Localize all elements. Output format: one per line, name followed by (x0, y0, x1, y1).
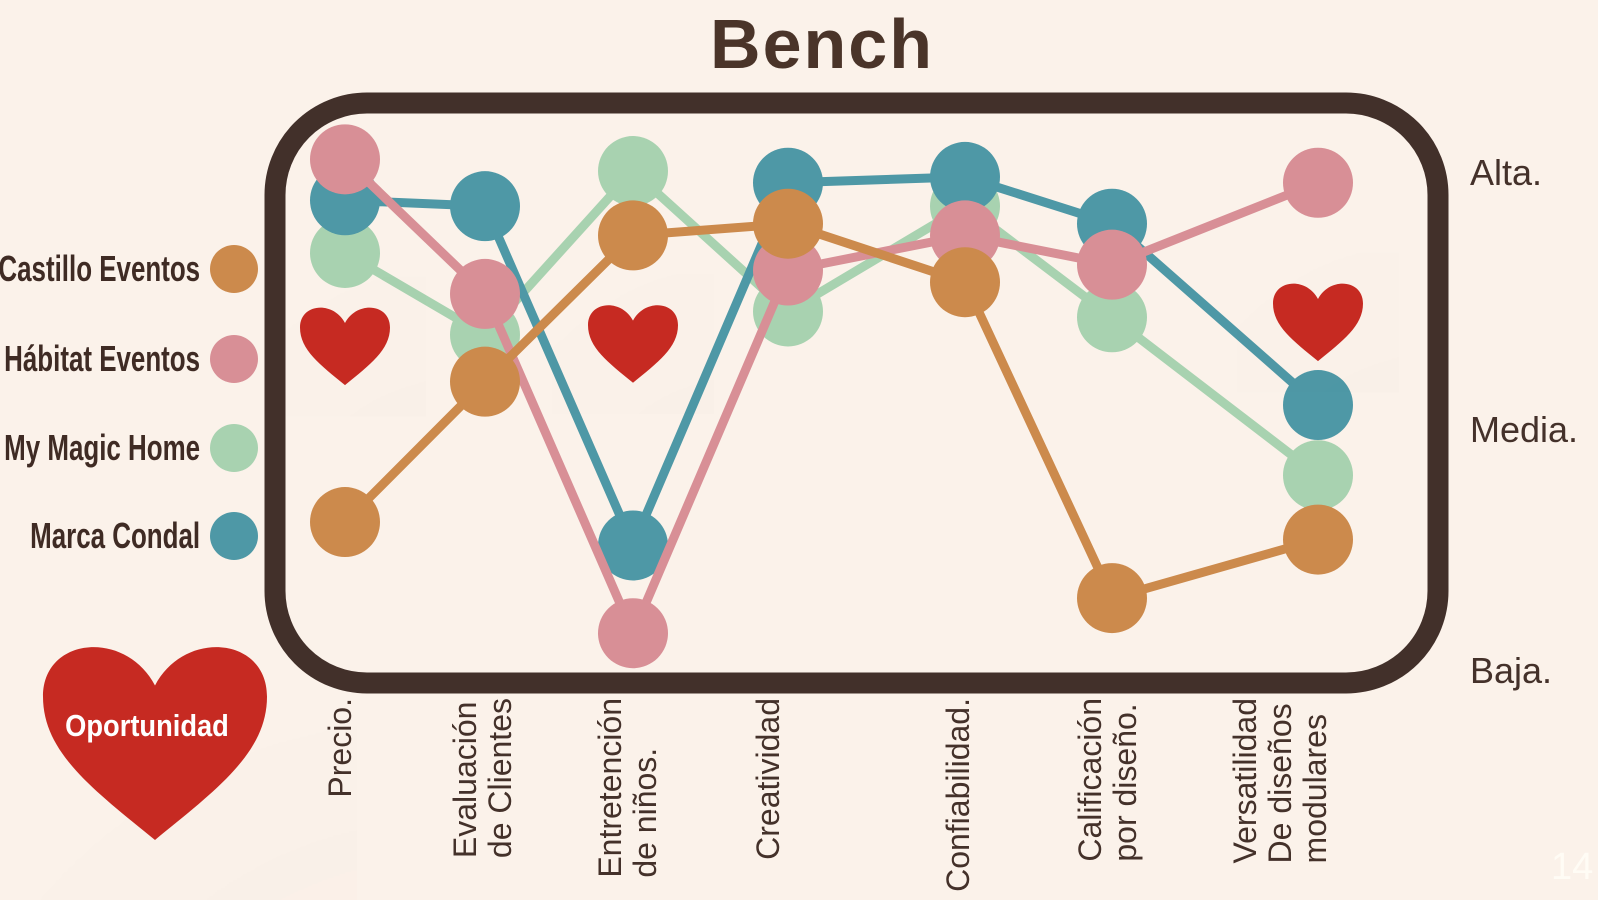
data-point-castillo-5 (1077, 563, 1147, 634)
data-point-my_magic-6 (1283, 440, 1353, 511)
x-axis-label-entretencion: Entretención de niños. (592, 698, 663, 878)
data-point-castillo-1 (450, 346, 520, 417)
data-point-condal-6 (1283, 370, 1353, 441)
x-axis-label-confiabilidad: Confiabilidad. (940, 698, 976, 892)
legend-item-habitat: Hábitat Eventos (0, 335, 258, 383)
data-point-habitat-5 (1077, 229, 1147, 300)
data-point-condal-4 (930, 141, 1000, 212)
page-title: Bench (710, 5, 934, 83)
data-point-my_magic-0 (310, 217, 380, 288)
chart-frame (264, 92, 1449, 694)
x-axis-label-creatividad: Creatividad (750, 698, 786, 860)
legend-dot-habitat (210, 335, 258, 383)
series-layer (310, 124, 1353, 669)
legend-label: Hábitat Eventos (4, 338, 200, 379)
data-point-condal-1 (450, 171, 520, 242)
legend-item-condal: Marca Condal (0, 512, 258, 560)
legend-dot-condal (210, 512, 258, 560)
x-axis-label-evaluacion: Evaluación de Clientes (447, 698, 518, 859)
data-point-habitat-1 (450, 258, 520, 329)
opportunity-legend-heart (43, 647, 267, 840)
legend-label: My Magic Home (4, 427, 200, 468)
data-point-habitat-6 (1283, 147, 1353, 218)
data-point-castillo-4 (930, 247, 1000, 318)
opportunity-legend-label: Oportunidad (65, 708, 229, 743)
opportunity-hearts-layer (43, 283, 1363, 840)
legend-dot-my-magic (210, 424, 258, 472)
x-axis-label-calificacion: Calificación por diseño. (1072, 698, 1143, 862)
data-point-my_magic-5 (1077, 282, 1147, 353)
y-axis-label-baja: Baja. (1470, 650, 1553, 691)
legend-label: Castillo Eventos (0, 248, 200, 289)
data-point-habitat-2 (598, 598, 668, 669)
y-axis-label-alta: Alta. (1470, 152, 1543, 193)
data-point-castillo-0 (310, 487, 380, 558)
data-point-castillo-2 (598, 200, 668, 271)
y-axis-label-media: Media. (1470, 409, 1579, 450)
legend-item-my-magic: My Magic Home (0, 424, 258, 472)
data-point-castillo-3 (753, 188, 823, 259)
legend-label: Marca Condal (30, 515, 200, 556)
opportunity-heart-1 (588, 305, 678, 383)
data-point-condal-2 (598, 510, 668, 581)
page-number: 14 (1551, 846, 1594, 888)
opportunity-heart-0 (300, 307, 390, 386)
x-axis-label-versatilidad: Versatilidad De diseños modulares (1227, 698, 1333, 864)
legend-dot-castillo (210, 245, 258, 293)
x-axis-label-precio: Precio. (322, 698, 358, 798)
opportunity-heart-2 (1273, 283, 1363, 362)
data-point-castillo-6 (1283, 504, 1353, 575)
legend-item-castillo: Castillo Eventos (0, 245, 258, 293)
data-point-habitat-0 (310, 124, 380, 195)
data-point-my_magic-2 (598, 136, 668, 207)
